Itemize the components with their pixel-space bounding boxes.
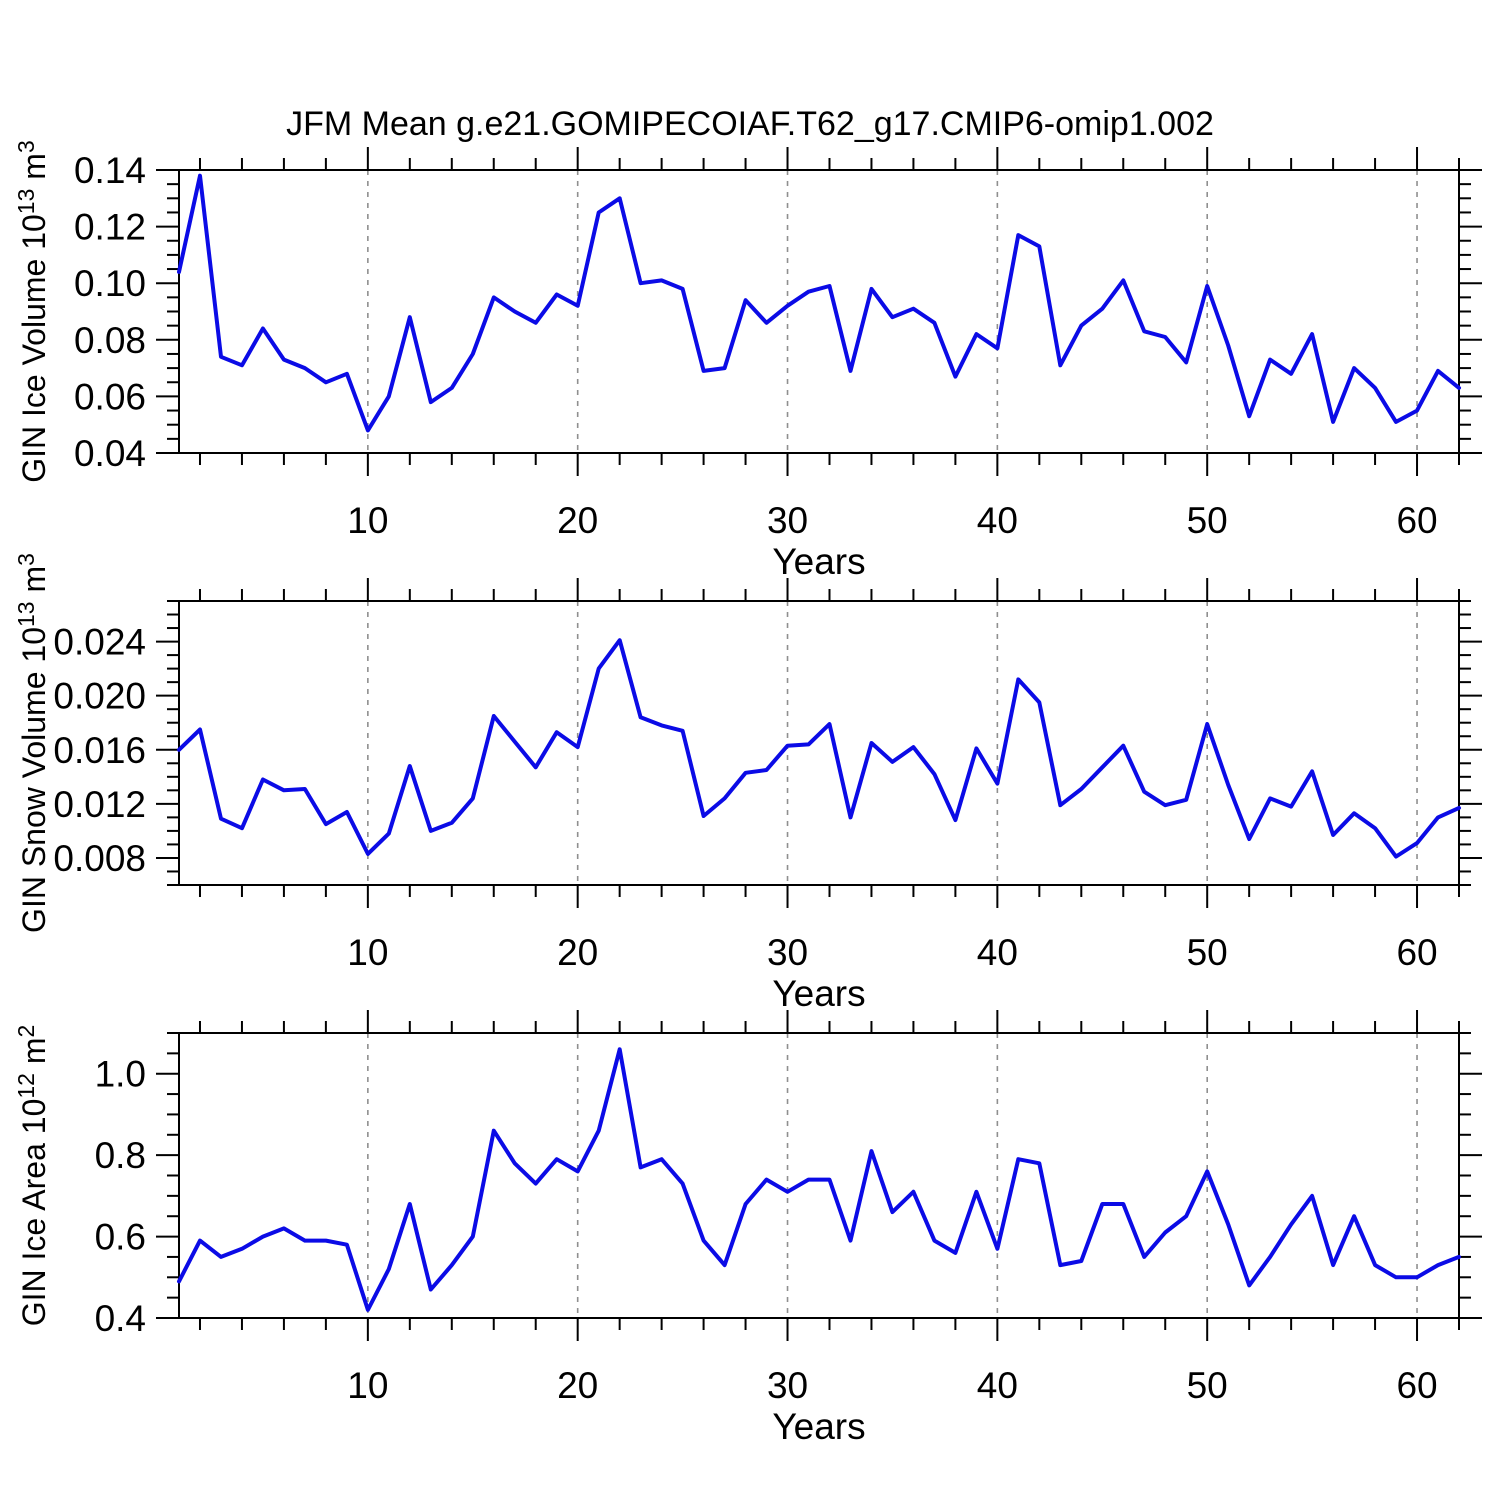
- y-tick-label-0.08: 0.08: [74, 320, 146, 361]
- plot3-series-line: [177, 1047, 1461, 1312]
- plot3-frame: [178, 1032, 1460, 1319]
- y-tick-label-0.024: 0.024: [53, 622, 146, 663]
- y-axis-title-text: GIN Ice Volume 10: [16, 214, 52, 483]
- plot3-x-axis-title: Years: [772, 1406, 865, 1447]
- plot3: 10 20 30 40 50 60 0.4 0.6 0.8 1.0 Years GIN Ice Are…: [13, 1010, 1482, 1447]
- x-tick-label-20: 20: [557, 932, 598, 973]
- y-axis-title-superscript: 13: [13, 601, 39, 627]
- y-axis-title-superscript: 3: [13, 140, 39, 153]
- x-tick-label-30: 30: [767, 1365, 808, 1406]
- y-axis-title-superscript: 3: [13, 553, 39, 566]
- x-tick-label-30: 30: [767, 500, 808, 541]
- plot1: 10 20 30 40 50 60 0.04 0.06 0.08 0.10 0.12 0.14 Year…: [13, 140, 1482, 582]
- y-axis-title-superscript: 2: [13, 1025, 39, 1038]
- x-tick-label-20: 20: [557, 500, 598, 541]
- x-tick-label-30: 30: [767, 932, 808, 973]
- plot1-frame: [178, 169, 1460, 454]
- y-tick-label-0.14: 0.14: [74, 150, 146, 191]
- x-tick-label-50: 50: [1187, 932, 1228, 973]
- y-tick-label-0.012: 0.012: [53, 784, 146, 825]
- y-axis-title-text: GIN Snow Volume 10: [16, 627, 52, 933]
- y-axis-title-text: GIN Ice Area 10: [16, 1099, 52, 1327]
- x-tick-label-20: 20: [557, 1365, 598, 1406]
- plot1-y-axis-title: GIN Ice Volume 1013 m3: [13, 140, 52, 483]
- x-tick-label-50: 50: [1187, 1365, 1228, 1406]
- x-tick-label-10: 10: [347, 1365, 388, 1406]
- y-axis-title-superscript: 13: [13, 189, 39, 215]
- y-tick-label-0.12: 0.12: [74, 207, 146, 248]
- x-tick-label-40: 40: [977, 500, 1018, 541]
- plot2-frame: [178, 600, 1460, 886]
- y-tick-label-0.10: 0.10: [74, 263, 146, 304]
- y-axis-title-text: m: [16, 153, 52, 189]
- x-tick-label-60: 60: [1396, 1365, 1437, 1406]
- plot1-x-axis-title: Years: [772, 541, 865, 582]
- y-tick-label-1.0: 1.0: [95, 1054, 146, 1095]
- plot3-y-axis-title: GIN Ice Area 1012 m2: [13, 1025, 52, 1327]
- x-tick-label-60: 60: [1396, 932, 1437, 973]
- plot2-y-axis-title: GIN Snow Volume 1013 m3: [13, 553, 52, 933]
- x-tick-label-40: 40: [977, 932, 1018, 973]
- plots-group: 10 20 30 40 50 60 0.04 0.06 0.08 0.10 0.12 0.14 Year…: [13, 140, 1482, 1447]
- y-tick-label-0.4: 0.4: [95, 1298, 146, 1339]
- x-tick-label-10: 10: [347, 500, 388, 541]
- y-tick-label-0.8: 0.8: [95, 1135, 146, 1176]
- x-tick-label-60: 60: [1396, 500, 1437, 541]
- y-tick-label-0.008: 0.008: [53, 838, 146, 879]
- x-tick-label-10: 10: [347, 932, 388, 973]
- y-tick-label-0.016: 0.016: [53, 730, 146, 771]
- plot2-x-axis-title: Years: [772, 973, 865, 1014]
- y-axis-title-text: m: [16, 566, 52, 602]
- plot1-series-line: [177, 173, 1461, 433]
- y-axis-title-superscript: 12: [13, 1073, 39, 1099]
- x-tick-label-40: 40: [977, 1365, 1018, 1406]
- plot2: 10 20 30 40 50 60 0.008 0.012 0.016 0.020 0.024 Yea…: [13, 553, 1482, 1014]
- y-tick-label-0.020: 0.020: [53, 676, 146, 717]
- x-tick-label-50: 50: [1187, 500, 1228, 541]
- y-tick-label-0.06: 0.06: [74, 376, 146, 417]
- plot2-series-line: [177, 638, 1461, 859]
- y-axis-title-text: m: [16, 1037, 52, 1073]
- y-tick-label-0.6: 0.6: [95, 1217, 146, 1258]
- chart-title: JFM Mean g.e21.GOMIPECOIAF.T62_g17.CMIP6…: [286, 105, 1214, 143]
- y-tick-label-0.04: 0.04: [74, 433, 146, 474]
